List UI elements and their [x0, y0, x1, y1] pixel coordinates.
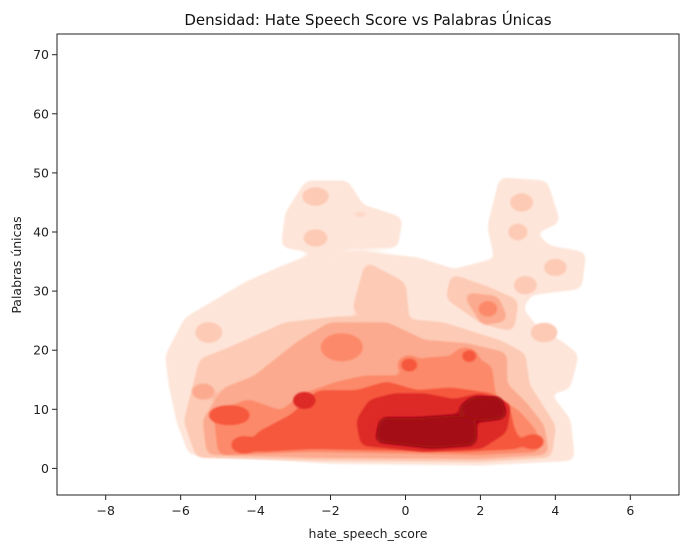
- y-tick-label: 70: [33, 47, 49, 62]
- y-tick-label: 20: [33, 343, 49, 358]
- y-axis: 0 10 20 30 40 50 60 70: [33, 47, 57, 476]
- density-region: [191, 384, 215, 399]
- density-region: [478, 301, 498, 316]
- x-tick-label: 4: [551, 503, 559, 518]
- density-region: [321, 334, 363, 361]
- density-region: [303, 230, 328, 246]
- x-tick-label: −8: [96, 503, 114, 518]
- y-tick-label: 30: [33, 284, 49, 299]
- density-level-6: [376, 397, 506, 448]
- x-tick-label: 6: [626, 503, 634, 518]
- x-tick-label: −4: [246, 503, 264, 518]
- density-region: [231, 437, 258, 453]
- density-region: [293, 392, 316, 409]
- density-region: [521, 435, 545, 449]
- density-region: [376, 415, 476, 448]
- density-region: [508, 224, 528, 240]
- density-region: [208, 406, 250, 425]
- density-region: [544, 259, 567, 276]
- x-axis-label: hate_speech_score: [309, 526, 428, 541]
- density-region: [353, 264, 409, 327]
- density-region: [458, 397, 506, 422]
- x-tick-label: 0: [401, 503, 409, 518]
- density-contours: [166, 178, 585, 465]
- density-region: [349, 212, 372, 217]
- chart-title: Densidad: Hate Speech Score vs Palabras …: [184, 10, 551, 29]
- density-region: [510, 194, 533, 211]
- density-region: [195, 323, 222, 342]
- x-tick-label: 2: [476, 503, 484, 518]
- density-region: [514, 276, 537, 294]
- density-region: [461, 350, 477, 362]
- plot-frame: [56, 33, 680, 496]
- density-region: [302, 188, 329, 205]
- density-region: [278, 424, 309, 442]
- y-tick-label: 40: [33, 224, 49, 239]
- y-tick-label: 60: [33, 106, 49, 121]
- density-region: [282, 181, 401, 253]
- x-tick-label: −6: [171, 503, 189, 518]
- y-axis-label: Palabras únicas: [9, 216, 24, 313]
- density-region: [530, 323, 558, 342]
- y-tick-label: 50: [33, 165, 49, 180]
- density-region: [400, 359, 418, 371]
- y-tick-label: 10: [33, 402, 49, 417]
- x-axis: −8 −6 −4 −2 0 2 4 6: [96, 495, 634, 518]
- x-tick-label: −2: [321, 503, 339, 518]
- y-tick-label: 0: [41, 461, 49, 476]
